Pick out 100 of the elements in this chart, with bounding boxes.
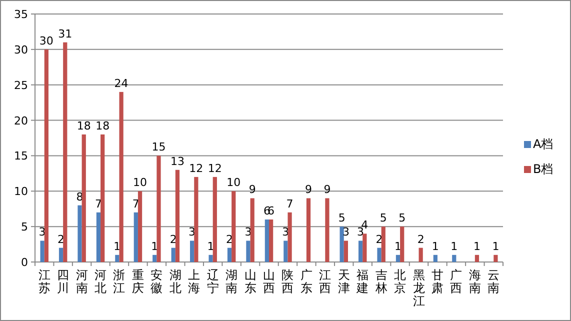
data-label: 7 bbox=[286, 197, 294, 210]
data-label: 1 bbox=[492, 240, 500, 253]
x-label: 河北 bbox=[94, 268, 107, 295]
data-label: 7 bbox=[132, 197, 140, 210]
bar bbox=[288, 212, 292, 262]
bar bbox=[306, 198, 311, 262]
x-label: 甘肃 bbox=[431, 268, 444, 295]
data-label: 1 bbox=[432, 240, 439, 253]
data-label: 5 bbox=[398, 212, 406, 225]
bar bbox=[474, 254, 480, 262]
bar bbox=[227, 248, 232, 262]
x-label: 广东 bbox=[300, 268, 312, 295]
bar bbox=[58, 248, 64, 262]
data-label: 1 bbox=[207, 240, 214, 253]
bar bbox=[250, 198, 254, 262]
x-label: 河南 bbox=[76, 268, 88, 295]
x-label: 安徽 bbox=[150, 268, 163, 295]
y-tick-label: 5 bbox=[21, 220, 28, 234]
data-label: 18 bbox=[76, 119, 91, 132]
x-label: 云南 bbox=[488, 268, 500, 295]
bar bbox=[208, 254, 213, 262]
bar bbox=[44, 49, 48, 262]
bar bbox=[134, 212, 138, 262]
bar bbox=[433, 254, 438, 262]
data-label: 1 bbox=[473, 240, 480, 253]
y-tick-label: 0 bbox=[21, 256, 28, 269]
data-label: 3 bbox=[282, 226, 290, 239]
data-label: 9 bbox=[305, 183, 312, 196]
x-label: 山东 bbox=[244, 268, 256, 295]
data-label: 18 bbox=[96, 119, 110, 132]
data-label: 2 bbox=[376, 232, 383, 246]
y-tick-label: 15 bbox=[14, 150, 28, 163]
bar bbox=[344, 240, 348, 262]
legend-label: A档 bbox=[533, 137, 554, 151]
x-label: 江苏 bbox=[38, 268, 50, 295]
bar bbox=[269, 219, 274, 262]
x-label: 黑龙江 bbox=[412, 268, 425, 308]
bar bbox=[452, 254, 456, 262]
bar bbox=[418, 248, 423, 262]
data-label: 10 bbox=[226, 176, 241, 190]
data-label: 1 bbox=[450, 240, 458, 253]
x-label: 辽宁 bbox=[206, 268, 219, 295]
bar bbox=[171, 248, 176, 262]
y-tick-label: 35 bbox=[14, 8, 28, 21]
data-label: 10 bbox=[133, 176, 148, 190]
data-label: 30 bbox=[39, 34, 54, 48]
data-label: 9 bbox=[324, 183, 331, 196]
data-label: 3 bbox=[38, 226, 46, 239]
x-label: 湖北 bbox=[169, 268, 182, 295]
y-tick-label: 30 bbox=[14, 43, 28, 56]
bar bbox=[246, 240, 250, 262]
bar bbox=[377, 248, 382, 262]
x-label: 山西 bbox=[263, 268, 275, 295]
bar bbox=[40, 240, 44, 262]
y-tick-label: 20 bbox=[14, 114, 28, 128]
x-label: 福建 bbox=[356, 268, 369, 295]
x-label: 湖南 bbox=[226, 268, 238, 295]
data-label: 31 bbox=[58, 27, 72, 40]
bar bbox=[232, 191, 236, 262]
bar bbox=[96, 212, 101, 262]
x-label: 四川 bbox=[57, 268, 70, 295]
bar bbox=[494, 254, 498, 262]
data-label: 12 bbox=[189, 162, 204, 175]
bar bbox=[358, 240, 363, 262]
bar bbox=[325, 198, 330, 262]
data-label: 15 bbox=[152, 140, 166, 154]
data-label: 24 bbox=[114, 76, 128, 90]
data-label: 3 bbox=[188, 226, 196, 239]
x-label: 陕西 bbox=[282, 268, 294, 295]
x-label: 天津 bbox=[338, 268, 350, 295]
data-label: 12 bbox=[208, 162, 222, 175]
bar bbox=[396, 254, 400, 262]
data-label: 2 bbox=[417, 232, 424, 246]
bar bbox=[100, 134, 105, 262]
data-label: 1 bbox=[114, 240, 121, 253]
data-label: 5 bbox=[380, 212, 387, 225]
data-label: 1 bbox=[151, 240, 158, 253]
data-label: 3 bbox=[244, 226, 252, 239]
x-label: 吉林 bbox=[375, 268, 388, 295]
bar bbox=[381, 226, 386, 262]
data-label: 13 bbox=[170, 154, 184, 168]
bar bbox=[264, 219, 269, 262]
bar bbox=[138, 191, 142, 262]
x-label: 浙江 bbox=[113, 268, 126, 295]
bar bbox=[115, 254, 120, 262]
x-label: 上海 bbox=[188, 268, 200, 295]
x-label: 江西 bbox=[319, 268, 332, 295]
bar bbox=[175, 170, 180, 262]
data-label: 9 bbox=[248, 183, 256, 196]
bar bbox=[119, 92, 124, 262]
data-label: 2 bbox=[170, 232, 177, 246]
bar bbox=[212, 176, 217, 262]
bar bbox=[340, 226, 344, 262]
x-label: 广西 bbox=[450, 268, 462, 295]
bar bbox=[82, 134, 86, 262]
y-tick-label: 10 bbox=[14, 185, 28, 198]
x-label: 重庆 bbox=[132, 268, 144, 295]
bar bbox=[194, 176, 198, 262]
bar bbox=[284, 240, 288, 262]
bar bbox=[63, 42, 68, 262]
